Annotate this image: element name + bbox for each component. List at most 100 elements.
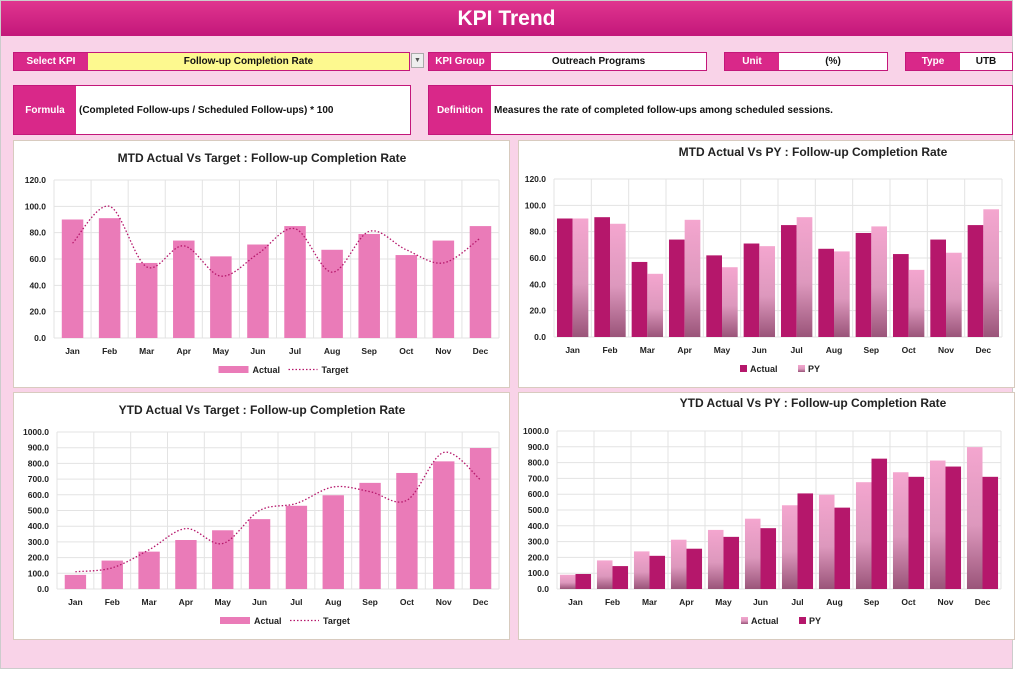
bar-py <box>649 555 666 589</box>
legend-label: PY <box>808 364 820 374</box>
x-tick-label: Aug <box>325 597 342 607</box>
bar-actual <box>855 232 872 337</box>
y-tick-label: 900.0 <box>28 443 50 453</box>
select-kpi-value[interactable]: Follow-up Completion Rate <box>88 53 409 70</box>
definition-label: Definition <box>429 86 491 134</box>
y-tick-label: 600.0 <box>528 489 550 499</box>
legend-swatch <box>798 365 805 372</box>
bar-actual <box>101 560 123 589</box>
bar-actual <box>966 447 983 589</box>
x-tick-label: May <box>714 345 731 355</box>
definition-box: Definition Measures the rate of complete… <box>428 85 1013 135</box>
y-tick-label: 100.0 <box>525 200 547 210</box>
bar-actual <box>781 505 798 589</box>
chevron-down-icon[interactable]: ▼ <box>411 53 424 68</box>
select-kpi-label: Select KPI <box>14 53 88 70</box>
y-tick-label: 120.0 <box>525 174 547 184</box>
bar-actual <box>668 239 685 337</box>
bar-actual <box>469 448 492 589</box>
x-tick-label: Apr <box>679 597 694 607</box>
bar-py <box>797 493 814 589</box>
x-tick-label: Dec <box>975 597 991 607</box>
y-tick-label: 400.0 <box>28 521 50 531</box>
x-tick-label: May <box>715 597 732 607</box>
y-tick-label: 0.0 <box>37 584 49 594</box>
x-tick-label: Nov <box>435 346 451 356</box>
y-tick-label: 700.0 <box>28 474 50 484</box>
y-tick-label: 200.0 <box>528 552 550 562</box>
legend-label: PY <box>809 616 821 626</box>
y-tick-label: 120.0 <box>25 175 47 185</box>
bar-actual <box>929 460 946 589</box>
bar-actual <box>135 262 158 338</box>
x-tick-label: Mar <box>142 597 158 607</box>
bar-actual <box>967 225 984 337</box>
y-tick-label: 0.0 <box>537 584 549 594</box>
x-tick-label: Jun <box>753 597 768 607</box>
bar-py <box>908 269 925 337</box>
bar-py <box>871 458 888 589</box>
x-tick-label: Feb <box>605 597 620 607</box>
x-tick-label: Jul <box>290 597 302 607</box>
x-tick-label: Apr <box>677 345 692 355</box>
select-kpi-field[interactable]: Select KPI Follow-up Completion Rate <box>13 52 410 71</box>
x-tick-label: Jun <box>752 345 767 355</box>
x-tick-label: Dec <box>976 345 992 355</box>
definition-value: Measures the rate of completed follow-up… <box>494 104 833 116</box>
formula-value: (Completed Follow-ups / Scheduled Follow… <box>79 104 334 116</box>
bar-actual <box>98 218 121 338</box>
bar-actual <box>670 539 687 589</box>
kpi-group-label: KPI Group <box>429 53 491 70</box>
bar-actual <box>818 494 835 589</box>
bar-actual <box>706 255 722 337</box>
y-tick-label: 100.0 <box>28 568 50 578</box>
y-tick-label: 400.0 <box>528 521 550 531</box>
formula-box: Formula (Completed Follow-ups / Schedule… <box>13 85 411 135</box>
legend-swatch <box>218 366 249 373</box>
legend-label: Actual <box>751 616 779 626</box>
dashboard: KPI Trend Select KPI Follow-up Completio… <box>0 0 1015 669</box>
bar-actual <box>469 226 492 338</box>
bar-py <box>684 219 701 337</box>
bar-py <box>686 548 703 589</box>
x-tick-label: Nov <box>938 345 954 355</box>
page-title: KPI Trend <box>1 1 1012 36</box>
y-tick-label: 500.0 <box>28 506 50 516</box>
bar-py <box>946 252 962 337</box>
bar-py <box>834 251 850 337</box>
x-tick-label: Dec <box>473 597 489 607</box>
x-tick-label: May <box>213 346 230 356</box>
bar-py <box>610 223 626 337</box>
y-tick-label: 40.0 <box>29 280 46 290</box>
x-tick-label: Apr <box>176 346 191 356</box>
y-tick-label: 80.0 <box>529 227 546 237</box>
y-tick-label: 300.0 <box>28 537 50 547</box>
bar-actual <box>892 472 909 589</box>
bar-py <box>722 267 738 337</box>
bar-actual <box>64 574 87 589</box>
x-tick-label: Oct <box>400 597 414 607</box>
y-tick-label: 0.0 <box>534 332 546 342</box>
legend-label: Target <box>322 365 349 375</box>
x-tick-label: Nov <box>937 597 953 607</box>
legend-swatch <box>741 617 748 624</box>
y-tick-label: 500.0 <box>528 505 550 515</box>
unit-field: Unit (%) <box>724 52 888 71</box>
bar-actual <box>359 482 381 589</box>
x-tick-label: Aug <box>324 346 341 356</box>
x-tick-label: Sep <box>362 597 378 607</box>
bar-actual <box>138 551 160 589</box>
unit-label: Unit <box>725 53 779 70</box>
x-tick-label: Jan <box>568 597 583 607</box>
bar-actual <box>743 243 760 337</box>
y-tick-label: 800.0 <box>528 458 550 468</box>
mtd-actual-vs-target-chart: MTD Actual Vs Target : Follow-up Complet… <box>13 140 510 388</box>
bar-actual <box>210 256 232 338</box>
x-tick-label: Jul <box>791 345 803 355</box>
bar-actual <box>594 217 610 337</box>
y-tick-label: 40.0 <box>529 279 546 289</box>
x-tick-label: Aug <box>826 345 843 355</box>
bar-actual <box>559 574 576 589</box>
bar-py <box>982 476 999 589</box>
bar-actual <box>212 530 234 589</box>
